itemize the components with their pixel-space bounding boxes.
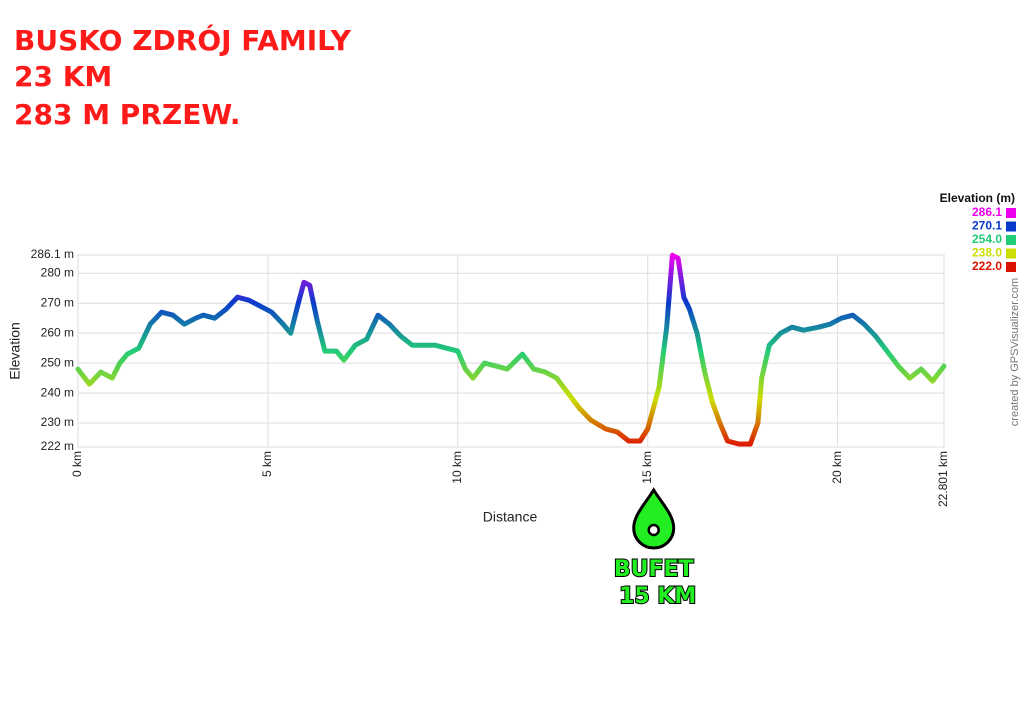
legend-swatch: [1006, 262, 1016, 272]
x-tick-label: 22.801 km: [936, 451, 950, 507]
y-tick-label: 270 m: [41, 295, 74, 309]
title-line: 23 KM: [14, 60, 112, 93]
legend-swatch: [1006, 248, 1016, 259]
legend-swatch: [1006, 235, 1016, 245]
x-tick-label: 10 km: [450, 451, 464, 484]
x-tick-label: 20 km: [830, 451, 844, 484]
annotation-dot: [647, 523, 660, 537]
legend-label: 286.1: [972, 205, 1002, 219]
legend-label: 254.0: [972, 232, 1002, 246]
y-tick-label: 280 m: [41, 265, 74, 279]
y-tick-label: 230 m: [41, 415, 74, 429]
title-line: 283 M PRZEW.: [14, 98, 241, 131]
plot-area: [77, 254, 945, 448]
y-axis-label: Elevation: [7, 322, 23, 380]
legend-swatch: [1006, 221, 1016, 232]
annotation-text: BUFET: [614, 557, 694, 582]
title-line: BUSKO ZDRÓJ FAMILY: [14, 23, 352, 57]
legend-label: 238.0: [972, 246, 1002, 260]
y-tick-label: 286.1 m: [31, 247, 74, 261]
y-tick-label: 222 m: [41, 439, 74, 453]
legend-label: 270.1: [972, 219, 1002, 233]
legend-label: 222.0: [972, 259, 1002, 273]
x-tick-label: 0 km: [70, 451, 84, 477]
annotation-marker: [632, 487, 676, 550]
legend-title: Elevation (m): [940, 191, 1015, 205]
y-tick-label: 240 m: [41, 385, 74, 399]
annotation-text: 15 KM: [619, 584, 696, 609]
credit: created by GPSVisualizer.com: [1009, 278, 1021, 426]
elevation-line: [75, 252, 947, 447]
legend-swatch: [1006, 208, 1016, 218]
x-axis-label: Distance: [483, 509, 538, 525]
y-tick-label: 260 m: [41, 325, 74, 339]
x-tick-label: 15 km: [640, 451, 654, 484]
y-tick-label: 250 m: [41, 355, 74, 369]
x-tick-label: 5 km: [260, 451, 274, 477]
